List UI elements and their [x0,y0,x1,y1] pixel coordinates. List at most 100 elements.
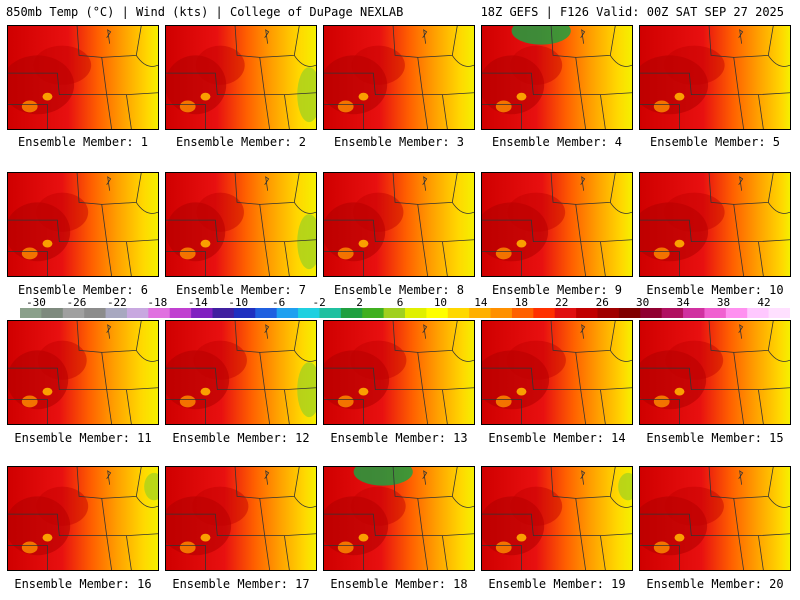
ensemble-member-map [639,320,791,425]
temperature-field [166,321,316,424]
color-legend-swatch [276,308,299,318]
color-legend-swatch [747,308,770,318]
color-legend-swatch [618,308,641,318]
temperature-field [324,467,474,570]
ensemble-member-label: Ensemble Member: 20 [646,577,784,591]
ensemble-member-map [639,25,791,130]
temperature-field [166,173,316,276]
temperature-field [324,173,474,276]
ensemble-member-map [7,172,159,277]
color-legend-tick: 26 [595,296,609,309]
temperature-field [166,467,316,570]
color-legend-tick: 42 [757,296,771,309]
ensemble-member-label: Ensemble Member: 10 [646,283,784,297]
color-legend-tick: -22 [106,296,127,309]
color-legend-swatch [554,308,577,318]
ensemble-member-label: Ensemble Member: 14 [488,431,626,445]
temperature-field [8,26,158,129]
color-legend-tick: -10 [228,296,249,309]
ensemble-member-label: Ensemble Member: 15 [646,431,784,445]
temperature-field [8,321,158,424]
temperature-field [640,173,790,276]
temperature-field [482,321,632,424]
ensemble-member-map [165,172,317,277]
color-legend-swatch [597,308,620,318]
ensemble-member-label: Ensemble Member: 13 [330,431,468,445]
color-legend-swatch [725,308,748,318]
color-legend-swatch [511,308,534,318]
color-legend-tick: 22 [555,296,569,309]
color-legend-tick: -14 [187,296,208,309]
ensemble-member-label: Ensemble Member: 4 [491,135,623,149]
color-legend-tick: -30 [26,296,46,309]
temperature-field [640,26,790,129]
temperature-field [166,26,316,129]
color-legend-tick: -2 [312,296,326,309]
color-legend-swatch [62,308,85,318]
color-legend-tick: 10 [433,296,448,309]
ensemble-member-map [481,172,633,277]
ensemble-member-label: Ensemble Member: 16 [14,577,152,591]
color-legend-swatch [661,308,684,318]
ensemble-member-label: Ensemble Member: 5 [649,135,781,149]
color-legend-swatch [704,308,727,318]
ensemble-member-map [165,466,317,571]
color-legend-swatch [20,308,42,318]
temperature-field [8,173,158,276]
color-legend-tick: -6 [272,296,286,309]
color-legend-swatch [383,308,406,318]
ensemble-member-label: Ensemble Member: 1 [17,135,149,149]
ensemble-member-map [481,466,633,571]
ensemble-member-map [639,466,791,571]
ensemble-member-map [165,25,317,130]
ensemble-member-map [323,466,475,571]
color-legend-tick: -26 [66,296,87,309]
ensemble-member-map [639,172,791,277]
ensemble-member-map [7,320,159,425]
temperature-field [482,26,632,129]
color-legend-swatch [469,308,492,318]
ensemble-member-label: Ensemble Member: 19 [488,577,626,591]
ensemble-member-map [7,25,159,130]
color-legend-swatch [255,308,278,318]
color-legend-swatch [169,308,192,318]
color-legend-swatch [533,308,556,318]
temperature-field [482,467,632,570]
temperature-field [482,173,632,276]
color-legend-swatch [126,308,149,318]
temperature-field [8,467,158,570]
color-legend-swatch [683,308,705,318]
color-legend-swatch [640,308,663,318]
color-legend-swatch [340,308,363,318]
color-legend-swatch [41,308,64,318]
temperature-field [324,321,474,424]
ensemble-member-map [7,466,159,571]
ensemble-member-label: Ensemble Member: 8 [333,283,465,297]
color-legend-swatch [447,308,470,318]
color-legend-swatch [576,308,598,318]
color-legend-tick: -18 [147,296,168,309]
ensemble-member-label: Ensemble Member: 7 [175,283,307,297]
color-legend-swatch [148,308,171,318]
temperature-field [640,467,790,570]
color-legend-tick: 30 [636,296,650,309]
ensemble-member-map [481,320,633,425]
color-legend-swatch [233,308,256,318]
color-legend-swatch [84,308,107,318]
color-legend-tick: 38 [716,296,731,309]
color-legend-swatch [212,308,235,318]
temperature-field [324,26,474,129]
ensemble-member-label: Ensemble Member: 17 [172,577,310,591]
color-legend-swatch [319,308,342,318]
ensemble-member-label: Ensemble Member: 12 [172,431,310,445]
ensemble-member-map [165,320,317,425]
color-legend-tick: 18 [514,296,528,309]
color-legend-bar [20,308,790,318]
ensemble-member-label: Ensemble Member: 9 [491,283,623,297]
color-legend-swatch [298,308,320,318]
color-legend-swatch [362,308,385,318]
header-run-info: 18Z GEFS | F126 Valid: 00Z SAT SEP 27 20… [480,5,784,19]
ensemble-member-label: Ensemble Member: 11 [14,431,152,445]
ensemble-member-map [323,172,475,277]
ensemble-member-label: Ensemble Member: 3 [333,135,465,149]
